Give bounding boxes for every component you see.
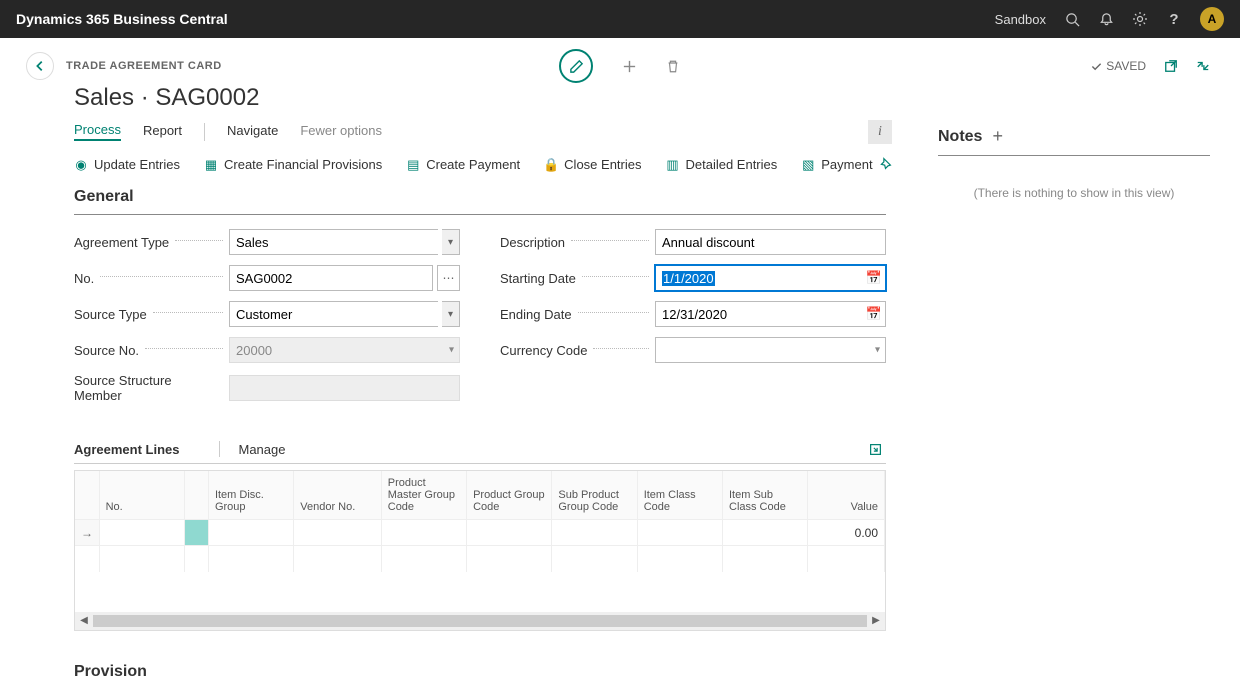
avatar[interactable]: A [1200,7,1224,31]
help-icon[interactable]: ? [1166,11,1182,27]
new-button[interactable] [621,58,637,74]
caret-source-type[interactable]: ▾ [442,301,460,327]
action-detailed-entries[interactable]: ▥Detailed Entries [665,157,777,172]
popout-icon[interactable] [1164,59,1178,73]
notes-title: Notes [938,128,982,146]
grid-horizontal-scroll[interactable]: ◀▶ [75,612,885,630]
lines-separator [219,441,220,457]
tab-separator [204,123,205,141]
page-title: Sales · SAG0002 [74,84,1210,112]
card-type-label: TRADE AGREEMENT CARD [66,60,222,72]
col-item-disc[interactable]: Item Disc. Group [208,471,293,520]
tab-fewer-options[interactable]: Fewer options [300,123,382,140]
bell-icon[interactable] [1098,11,1114,27]
col-prod-group[interactable]: Product Group Code [467,471,552,520]
delete-button[interactable] [665,58,681,74]
label-source-struct: Source Structure Member [74,373,217,403]
gear-icon[interactable] [1132,11,1148,27]
saved-indicator: SAVED [1091,59,1146,73]
label-source-no: Source No. [74,343,139,358]
pin-icon[interactable] [879,157,892,170]
notes-empty: (There is nothing to show in this view) [938,156,1210,230]
action-create-payment[interactable]: ▤Create Payment [406,157,520,172]
provisions-icon: ▦ [204,158,218,172]
label-currency: Currency Code [500,343,587,358]
tab-navigate[interactable]: Navigate [227,123,278,140]
assist-no[interactable]: ⋯ [437,265,460,291]
tab-process[interactable]: Process [74,122,121,141]
col-prod-master[interactable]: Product Master Group Code [381,471,466,520]
field-description[interactable] [655,229,886,255]
caret-agreement-type[interactable]: ▾ [442,229,460,255]
action-close-entries[interactable]: 🔒Close Entries [544,157,641,172]
action-update-entries[interactable]: ◉Update Entries [74,157,180,172]
expand-lines-icon[interactable] [869,443,882,456]
table-row[interactable]: → 0.00 [75,520,885,546]
col-item-sub-class[interactable]: Item Sub Class Code [723,471,808,520]
table-row[interactable] [75,546,885,572]
field-source-no[interactable] [229,337,460,363]
action-payment[interactable]: ▧Payment [801,157,872,172]
back-button[interactable] [26,52,54,80]
sandbox-label: Sandbox [995,12,1046,27]
label-ending-date: Ending Date [500,307,572,322]
agreement-lines-grid[interactable]: No. Item Disc. Group Vendor No. Product … [74,470,886,631]
search-icon[interactable] [1064,11,1080,27]
lines-title: Agreement Lines [74,442,179,457]
field-source-type[interactable] [229,301,438,327]
details-icon: ▥ [665,158,679,172]
field-agreement-type[interactable] [229,229,438,255]
section-provision: Provision [74,657,886,680]
label-starting-date: Starting Date [500,271,576,286]
field-currency[interactable] [655,337,886,363]
info-icon[interactable]: i [868,120,892,144]
section-general: General [74,182,886,215]
payment-icon: ▤ [406,158,420,172]
field-ending-date[interactable] [655,301,886,327]
app-title: Dynamics 365 Business Central [16,11,995,27]
label-source-type: Source Type [74,307,147,322]
collapse-icon[interactable] [1196,59,1210,73]
col-no[interactable]: No. [99,471,184,520]
edit-button[interactable] [559,49,593,83]
col-value[interactable]: Value [808,471,885,520]
col-vendor[interactable]: Vendor No. [294,471,382,520]
field-source-struct [229,375,460,401]
lock-icon: 🔒 [544,158,558,172]
payment2-icon: ▧ [801,158,815,172]
action-create-provisions[interactable]: ▦Create Financial Provisions [204,157,382,172]
label-description: Description [500,235,565,250]
lines-manage[interactable]: Manage [238,442,285,457]
field-starting-date[interactable]: 1/1/2020 [655,265,886,291]
tab-report[interactable]: Report [143,123,182,140]
label-no: No. [74,271,94,286]
label-agreement-type: Agreement Type [74,235,169,250]
field-no[interactable] [229,265,433,291]
add-note-button[interactable]: + [992,126,1003,147]
col-item-class[interactable]: Item Class Code [637,471,722,520]
cell-value[interactable]: 0.00 [808,520,885,546]
update-icon: ◉ [74,158,88,172]
col-sub-prod[interactable]: Sub Product Group Code [552,471,637,520]
